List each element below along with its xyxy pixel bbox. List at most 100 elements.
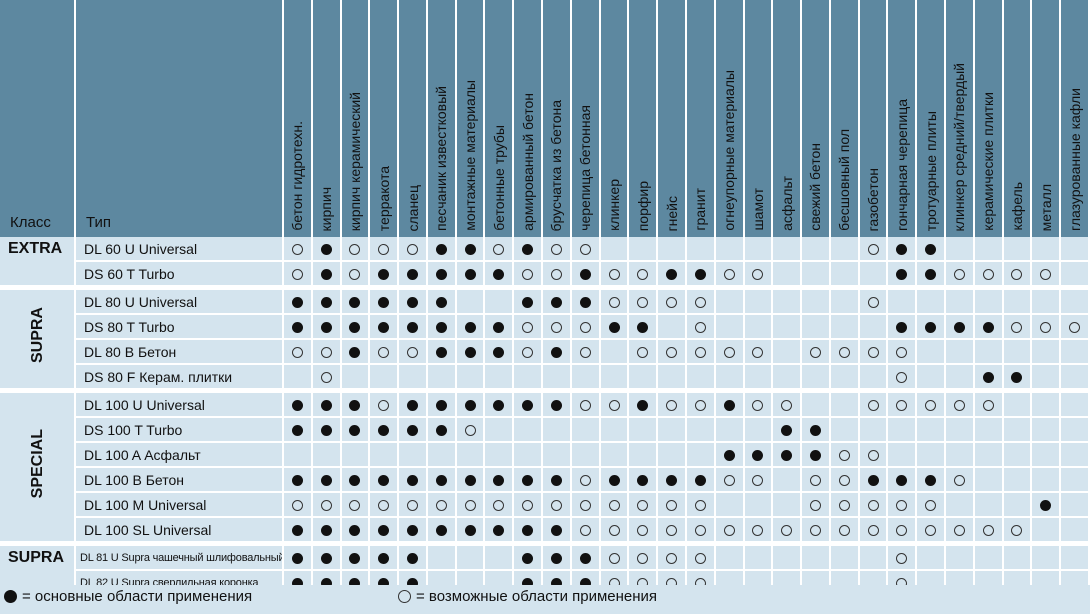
application-cell: [312, 418, 342, 443]
open-circle-icon: [838, 525, 850, 537]
table-row: DS 80 F Керам. плитки: [0, 365, 1090, 390]
application-cell: [600, 365, 630, 390]
application-cell: [543, 393, 572, 418]
filled-circle-icon: [550, 525, 562, 537]
application-cell: [370, 237, 400, 262]
application-cell: [1003, 493, 1033, 518]
filled-circle-icon: [349, 400, 361, 412]
filled-circle-icon: [522, 400, 534, 412]
application-cell: [370, 518, 400, 543]
open-circle-icon: [953, 269, 965, 281]
type-cell: DL 100 SL Universal: [76, 518, 285, 543]
open-circle-icon: [1011, 269, 1023, 281]
application-cell: [399, 546, 428, 571]
open-circle-icon: [666, 297, 678, 309]
application-cell: [284, 315, 313, 340]
filled-circle-icon: [378, 578, 390, 590]
application-cell: [427, 237, 457, 262]
application-cell: [629, 393, 659, 418]
application-cell: [1003, 546, 1033, 571]
filled-circle-icon: [435, 269, 447, 281]
application-cell: [917, 237, 946, 262]
application-cell: [456, 493, 486, 518]
filled-circle-icon: [407, 525, 419, 537]
material-header-label: гнейс: [663, 195, 680, 231]
application-cell: [399, 418, 428, 443]
filled-circle-icon: [493, 525, 505, 537]
filled-circle-icon: [522, 297, 534, 309]
material-header-label: сланец: [404, 184, 421, 232]
application-cell: [888, 315, 918, 340]
open-circle-icon: [666, 553, 678, 565]
material-header: терракота: [370, 0, 400, 237]
material-header-label: кафель: [1008, 182, 1025, 231]
application-cell: [629, 443, 659, 468]
filled-circle-icon: [896, 322, 908, 334]
application-cell: [485, 443, 515, 468]
application-cell: [744, 365, 774, 390]
open-circle-icon: [982, 400, 994, 412]
filled-circle-icon: [781, 450, 793, 462]
open-circle-icon: [723, 475, 735, 487]
application-cell: [571, 290, 601, 315]
filled-circle-icon: [493, 475, 505, 487]
material-header-label: монтажные материалы: [462, 80, 479, 231]
application-cell: [658, 365, 687, 390]
open-circle-icon: [291, 269, 303, 281]
application-cell: [859, 290, 889, 315]
application-cell: [945, 237, 975, 262]
material-header: керамические плитки: [974, 0, 1004, 237]
application-cell: [658, 443, 687, 468]
open-circle-icon: [493, 500, 505, 512]
application-cell: [543, 546, 572, 571]
application-cell: [370, 340, 400, 365]
application-cell: [1061, 365, 1090, 390]
filled-circle-icon: [579, 578, 591, 590]
application-cell: [485, 315, 515, 340]
application-cell: [802, 518, 831, 543]
open-circle-icon: [522, 500, 534, 512]
application-cell: [888, 546, 918, 571]
open-circle-icon: [867, 450, 879, 462]
open-circle-icon: [579, 244, 591, 256]
table-row: SUPRA DL 80 U Universal: [0, 290, 1090, 390]
application-cell: [658, 393, 687, 418]
application-cell: [888, 237, 918, 262]
legend-main: = основные области применения: [4, 588, 252, 605]
application-cell: [456, 340, 486, 365]
open-circle-icon: [896, 347, 908, 359]
type-cell: DL 80 U Universal: [76, 290, 285, 315]
filled-circle-icon: [493, 347, 505, 359]
application-cell: [974, 393, 1004, 418]
filled-circle-icon: [1011, 372, 1023, 384]
application-cell: [312, 443, 342, 468]
application-cell: [1061, 468, 1090, 493]
application-cell: [514, 365, 544, 390]
filled-circle-icon: [349, 425, 361, 437]
open-circle-icon: [291, 347, 303, 359]
application-cell: [284, 393, 313, 418]
application-cell: [974, 365, 1004, 390]
open-circle-icon: [896, 553, 908, 565]
application-cell: [514, 393, 544, 418]
application-cell: [514, 340, 544, 365]
application-cell: [370, 468, 400, 493]
filled-circle-icon: [320, 525, 332, 537]
application-cell: [312, 365, 342, 390]
filled-circle-icon: [378, 553, 390, 565]
application-cell: [744, 237, 774, 262]
filled-circle-icon: [464, 475, 476, 487]
application-cell: [399, 315, 428, 340]
open-circle-icon: [378, 500, 390, 512]
open-circle-icon: [637, 297, 649, 309]
application-cell: [543, 237, 572, 262]
open-circle-icon: [550, 500, 562, 512]
filled-circle-icon: [407, 578, 419, 590]
application-cell: [543, 418, 572, 443]
material-header: глазурованные кафли: [1061, 0, 1090, 237]
application-cell: [312, 262, 342, 287]
filled-circle-icon: [435, 425, 447, 437]
application-cell: [571, 493, 601, 518]
application-cell: [600, 468, 630, 493]
open-circle-icon: [838, 450, 850, 462]
